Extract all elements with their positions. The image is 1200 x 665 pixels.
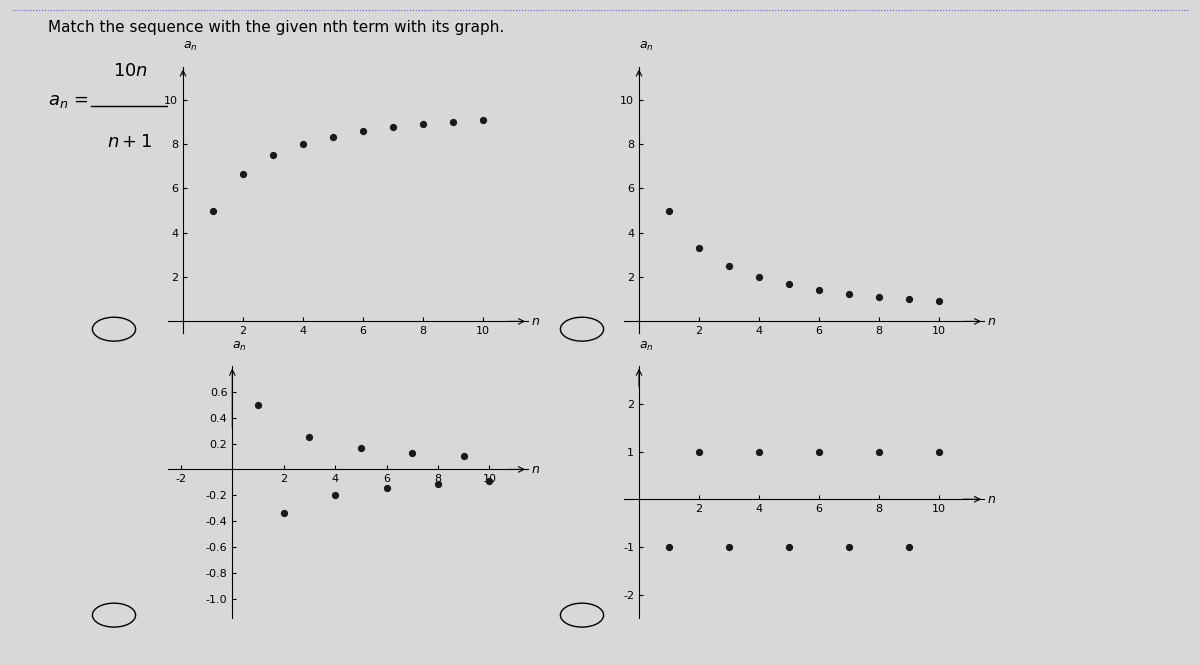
Point <box>749 272 769 283</box>
Point <box>354 126 373 137</box>
Point <box>293 139 312 150</box>
Text: $n + 1$: $n + 1$ <box>108 133 152 151</box>
Point <box>840 541 859 552</box>
Point <box>869 446 888 457</box>
Point <box>689 242 708 253</box>
Point <box>428 479 448 489</box>
Point <box>473 114 493 125</box>
Text: $a_n$: $a_n$ <box>640 340 654 353</box>
Point <box>264 150 283 160</box>
Point <box>274 507 293 518</box>
Point <box>325 490 344 501</box>
Point <box>749 446 769 457</box>
Point <box>454 451 473 462</box>
Point <box>480 476 499 487</box>
Point <box>377 483 396 493</box>
Text: $a_n\,=$: $a_n\,=$ <box>48 92 89 110</box>
Point <box>809 285 828 295</box>
Point <box>234 168 253 179</box>
Point <box>689 446 708 457</box>
Text: $10n$: $10n$ <box>113 62 148 80</box>
Point <box>780 541 799 552</box>
Point <box>660 541 679 552</box>
Point <box>869 291 888 302</box>
Text: $a_n$: $a_n$ <box>640 40 654 53</box>
Text: $n$: $n$ <box>530 463 540 476</box>
Point <box>300 432 319 442</box>
Text: $n$: $n$ <box>986 493 996 506</box>
Point <box>900 541 919 552</box>
Point <box>930 296 949 307</box>
Point <box>352 442 371 453</box>
Point <box>930 446 949 457</box>
Text: $a_n$: $a_n$ <box>184 40 198 53</box>
Point <box>324 132 343 142</box>
Point <box>204 205 223 216</box>
Point <box>720 541 739 552</box>
Point <box>384 122 403 133</box>
Point <box>248 399 268 410</box>
Text: $n$: $n$ <box>986 315 996 328</box>
Point <box>403 448 422 459</box>
Text: Match the sequence with the given nth term with its graph.: Match the sequence with the given nth te… <box>48 20 504 35</box>
Point <box>660 205 679 216</box>
Point <box>720 261 739 271</box>
Point <box>809 446 828 457</box>
Point <box>840 289 859 299</box>
Point <box>413 119 433 130</box>
Text: $n$: $n$ <box>530 315 540 328</box>
Point <box>900 294 919 305</box>
Point <box>444 116 463 127</box>
Point <box>780 279 799 290</box>
Text: $a_n$: $a_n$ <box>233 340 247 353</box>
